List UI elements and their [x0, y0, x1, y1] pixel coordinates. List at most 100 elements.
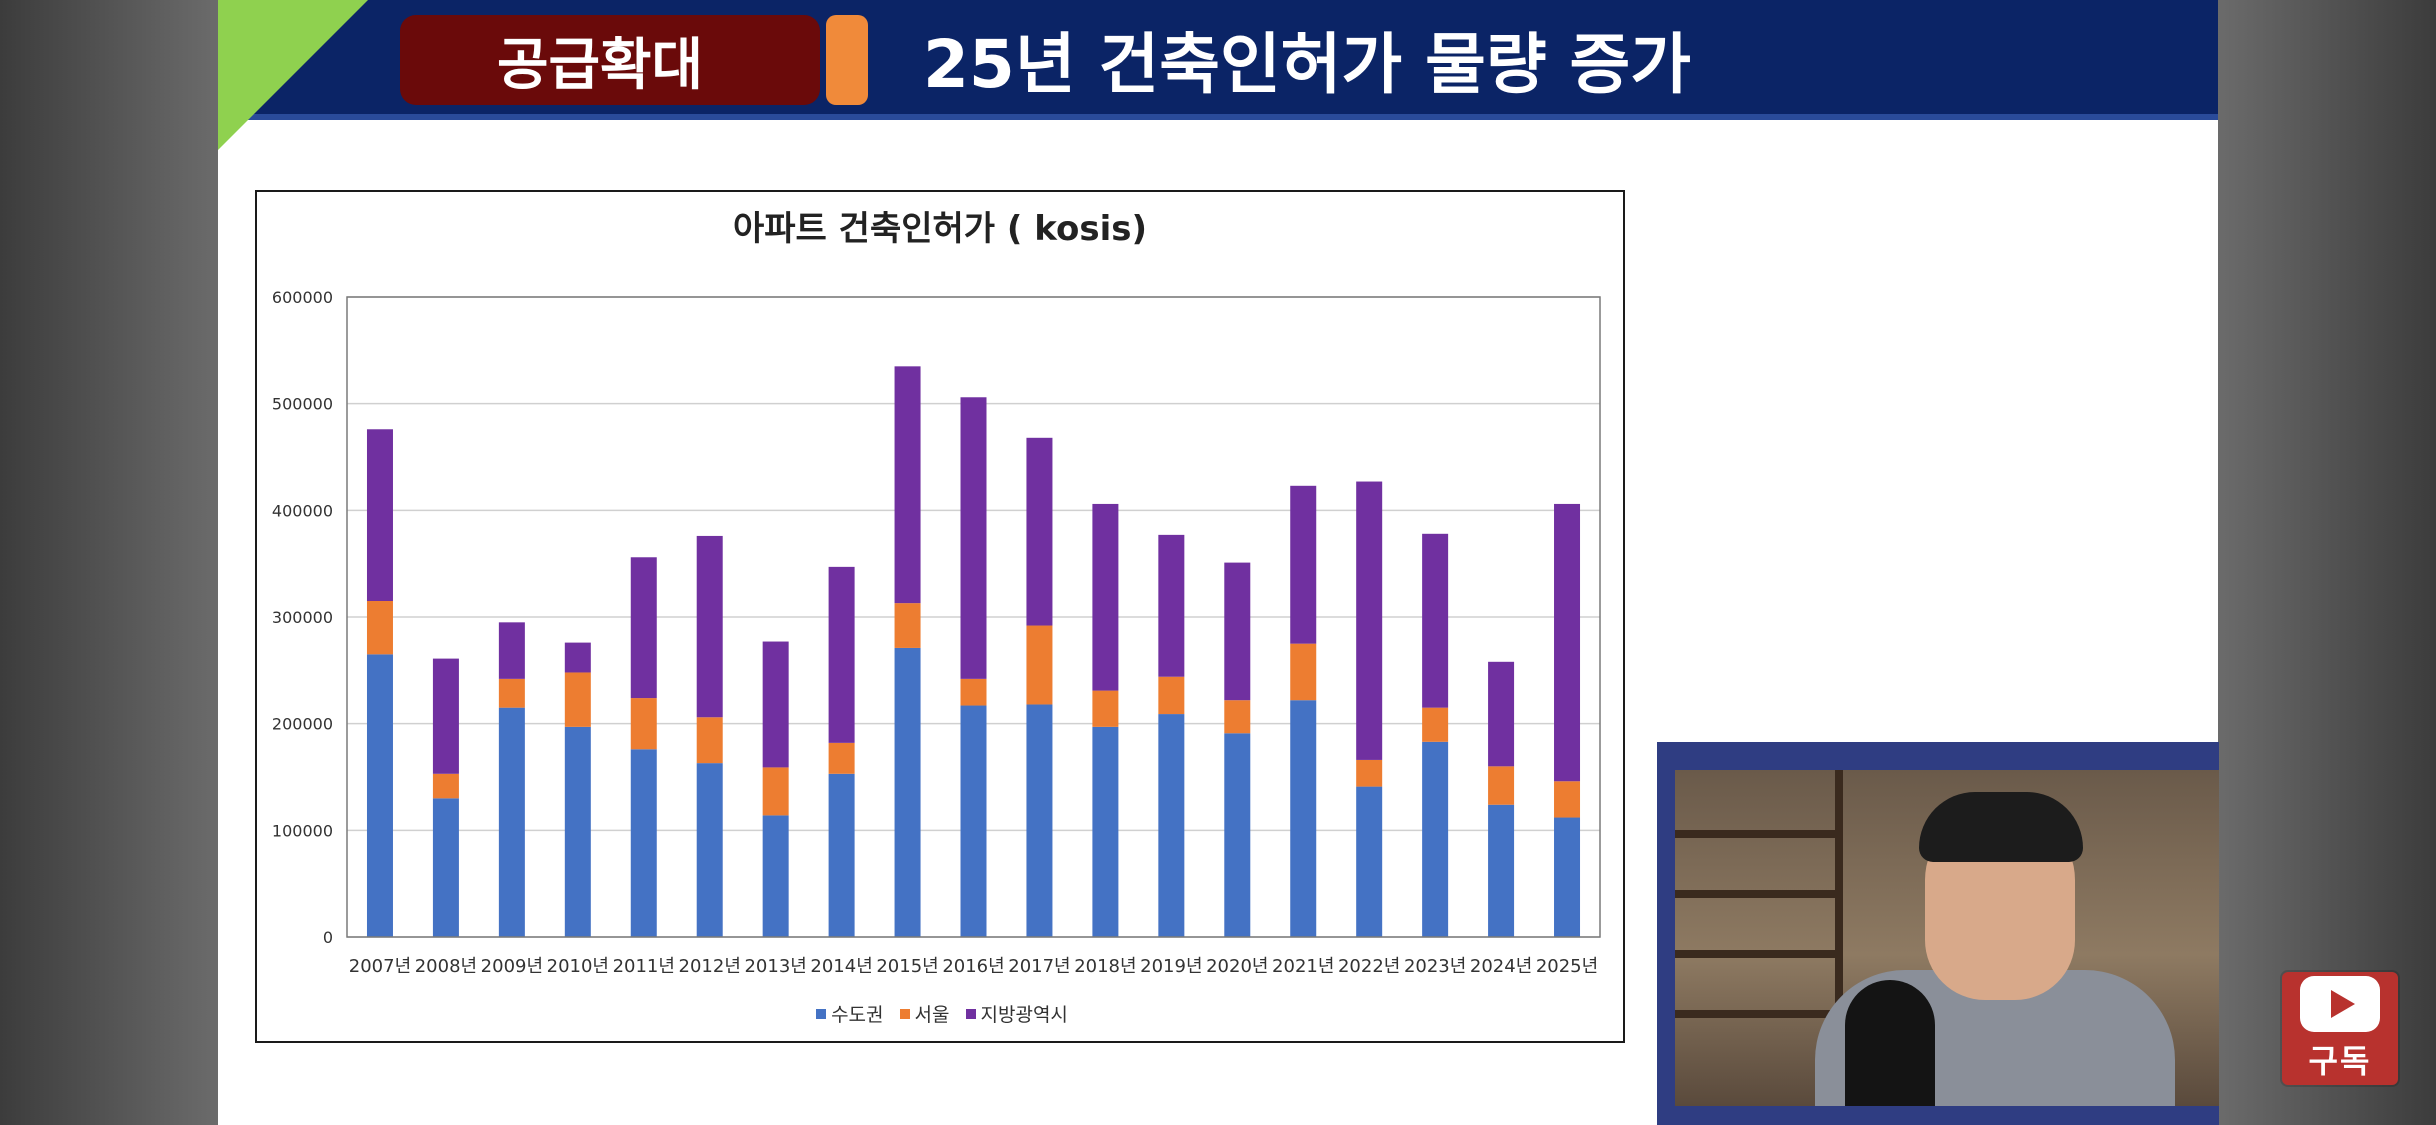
header-tag-accent — [826, 15, 868, 105]
bar-2022년-수도권 — [1356, 786, 1383, 937]
bar-2011년-서울 — [630, 698, 657, 750]
x-tick-label: 2018년 — [1074, 956, 1136, 977]
bar-2012년-서울 — [696, 717, 723, 764]
legend-swatch — [816, 1008, 827, 1019]
bar-2020년-지방광역시 — [1224, 562, 1251, 701]
bar-2025년-서울 — [1554, 781, 1581, 818]
x-tick-label: 2011년 — [613, 956, 675, 977]
bar-2013년-서울 — [762, 767, 789, 816]
bar-2008년-서울 — [432, 773, 459, 799]
bar-2020년-서울 — [1224, 700, 1251, 734]
legend-swatch — [965, 1008, 976, 1019]
bar-2012년-지방광역시 — [696, 535, 723, 718]
background-right — [2218, 0, 2436, 1125]
bar-2007년-수도권 — [366, 654, 393, 937]
bar-2021년-지방광역시 — [1290, 485, 1317, 644]
bar-2009년-지방광역시 — [498, 622, 525, 679]
x-axis-ticks: 2007년 2008년 2009년 2010년 2011년 2012년 2013년 2014년… — [349, 956, 1598, 977]
presenter-hair — [1919, 792, 2083, 862]
presenter-video-frame — [1657, 742, 2219, 1125]
x-tick-label: 2020년 — [1206, 956, 1268, 977]
y-tick-label: 200000 — [272, 715, 333, 734]
x-tick-label: 2024년 — [1470, 956, 1532, 977]
bookshelf-board — [1675, 890, 1835, 898]
bar-2021년-서울 — [1290, 643, 1317, 701]
bar-2014년-지방광역시 — [828, 566, 855, 743]
bar-2017년-서울 — [1026, 625, 1053, 705]
bar-2010년-지방광역시 — [564, 642, 591, 673]
x-tick-label: 2008년 — [415, 956, 477, 977]
y-axis-ticks: 0 100000 200000 300000 400000 500000 600000 — [272, 288, 333, 947]
bar-2015년-서울 — [894, 603, 921, 648]
x-tick-label: 2007년 — [349, 956, 411, 977]
bar-2008년-지방광역시 — [432, 658, 459, 774]
bar-2018년-수도권 — [1092, 726, 1119, 937]
bar-2022년-서울 — [1356, 759, 1383, 787]
background-left — [0, 0, 218, 1125]
bar-2011년-지방광역시 — [630, 557, 657, 699]
bar-2007년-서울 — [366, 601, 393, 655]
legend-label: 수도권 — [831, 1004, 884, 1026]
bar-2021년-수도권 — [1290, 700, 1317, 937]
bar-2020년-수도권 — [1224, 733, 1251, 937]
bar-2017년-지방광역시 — [1026, 437, 1053, 626]
bar-2013년-지방광역시 — [762, 641, 789, 768]
chart-frame: 아파트 건축인허가 ( kosis) 0 100000 200000 300000 40… — [255, 190, 1625, 1043]
bookshelf-side — [1835, 770, 1843, 1106]
bar-2019년-수도권 — [1158, 714, 1185, 937]
y-tick-label: 100000 — [272, 821, 333, 840]
x-tick-label: 2016년 — [942, 956, 1004, 977]
plot-area-border — [346, 296, 1601, 938]
bookshelf-board — [1675, 950, 1835, 958]
x-tick-label: 2015년 — [876, 956, 938, 977]
bar-2024년-서울 — [1488, 766, 1515, 805]
x-tick-label: 2010년 — [547, 956, 609, 977]
subscribe-label: 구독 — [2308, 1041, 2372, 1080]
microphone — [1845, 980, 1935, 1106]
legend-item: 수도권 — [816, 1000, 884, 1027]
bar-2014년-서울 — [828, 742, 855, 774]
bar-2015년-지방광역시 — [894, 366, 921, 604]
bookshelf-board — [1675, 830, 1835, 838]
bar-2024년-지방광역시 — [1488, 661, 1515, 767]
subscribe-button[interactable]: 구독 — [2282, 972, 2398, 1085]
bar-2023년-수도권 — [1422, 741, 1449, 937]
y-tick-label: 400000 — [272, 501, 333, 520]
bar-2013년-수도권 — [762, 815, 789, 937]
bar-2018년-지방광역시 — [1092, 503, 1119, 691]
bar-2022년-지방광역시 — [1356, 481, 1383, 760]
bar-2012년-수도권 — [696, 763, 723, 937]
bar-2023년-지방광역시 — [1422, 533, 1449, 708]
bar-2007년-지방광역시 — [366, 429, 393, 601]
legend-item: 서울 — [899, 1000, 950, 1027]
bar-2025년-지방광역시 — [1554, 503, 1581, 782]
bar-2024년-수도권 — [1488, 804, 1515, 937]
x-tick-label: 2023년 — [1404, 956, 1466, 977]
bar-2009년-서울 — [498, 678, 525, 708]
bookshelf-board — [1675, 1010, 1835, 1018]
presenter-video — [1675, 770, 2219, 1106]
bar-2014년-수도권 — [828, 773, 855, 937]
x-tick-label: 2013년 — [744, 956, 806, 977]
youtube-play-icon — [2300, 975, 2380, 1032]
bar-2009년-수도권 — [498, 707, 525, 937]
bar-2018년-서울 — [1092, 690, 1119, 727]
green-corner-decoration — [218, 0, 368, 150]
bar-2016년-서울 — [960, 678, 987, 706]
legend-swatch — [899, 1008, 910, 1019]
bar-2017년-수도권 — [1026, 704, 1053, 937]
chart-legend: 수도권 서울 지방광역시 — [257, 1000, 1627, 1027]
y-tick-label: 500000 — [272, 395, 333, 414]
legend-label: 지방광역시 — [980, 1004, 1068, 1026]
bars — [366, 366, 1581, 937]
x-tick-label: 2022년 — [1338, 956, 1400, 977]
header-tag-label: 공급확대 — [496, 32, 704, 98]
x-tick-label: 2014년 — [810, 956, 872, 977]
y-tick-label: 600000 — [272, 288, 333, 307]
bar-2023년-서울 — [1422, 707, 1449, 742]
page-title: 25년 건축인허가 물량 증가 — [923, 26, 1691, 103]
bar-2015년-수도권 — [894, 647, 921, 937]
x-tick-label: 2017년 — [1008, 956, 1070, 977]
y-tick-label: 300000 — [272, 608, 333, 627]
stacked-bar-chart: 아파트 건축인허가 ( kosis) 0 100000 200000 300000 40… — [272, 209, 1601, 977]
